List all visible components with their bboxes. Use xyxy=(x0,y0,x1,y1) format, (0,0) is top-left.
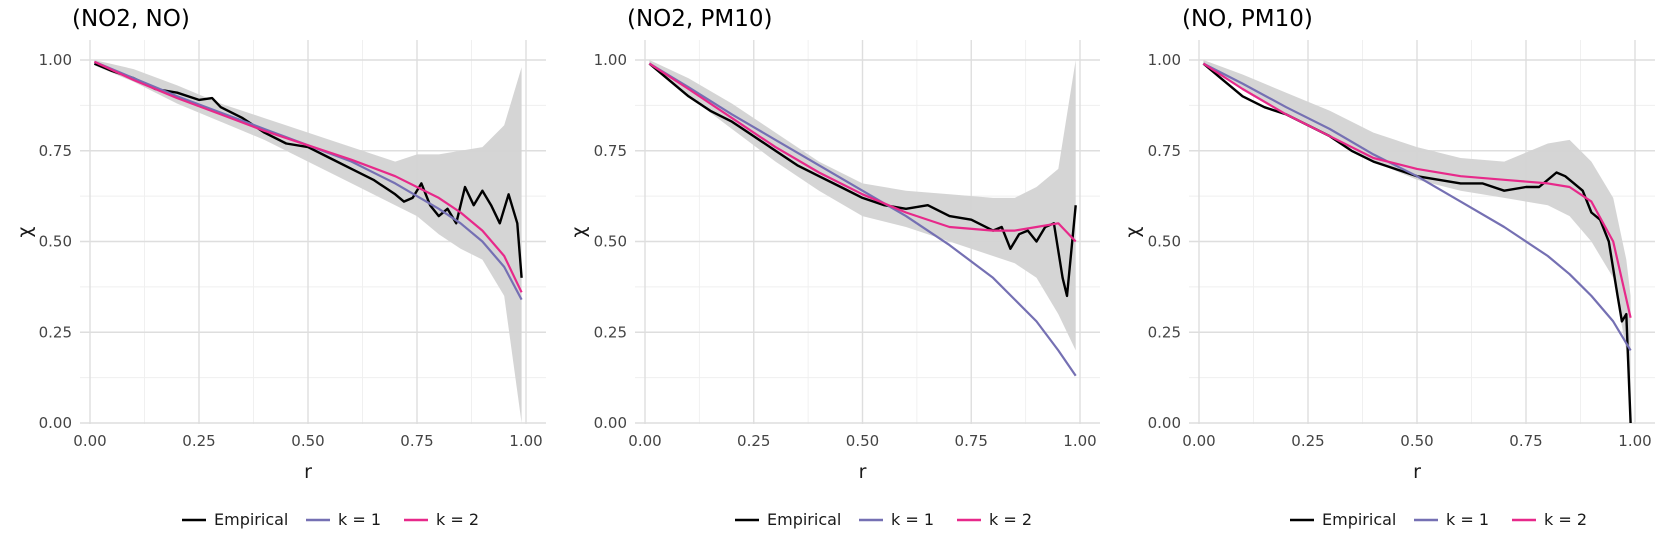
chart-panel-1: 0.00 0.25 0.50 0.75 1.00 0.00 0.25 0.50 0.75 1.00… xyxy=(14,6,546,529)
x-tick-label: 0.00 xyxy=(1182,432,1215,450)
y-axis-title: χ xyxy=(568,226,590,237)
y-tick-label: 0.75 xyxy=(594,142,627,160)
y-tick-label: 0.75 xyxy=(1148,142,1181,160)
y-tick-label: 0.50 xyxy=(594,233,627,251)
legend: Empirical k = 1 k = 2 xyxy=(182,510,479,529)
y-tick-label: 0.50 xyxy=(1148,233,1181,251)
x-tick-label: 0.25 xyxy=(182,432,215,450)
x-tick-label: 1.00 xyxy=(1063,432,1096,450)
x-tick-label: 0.75 xyxy=(955,432,988,450)
y-tick-label: 0.25 xyxy=(1148,323,1181,341)
confidence-band xyxy=(649,60,1076,351)
legend: Empirical k = 1 k = 2 xyxy=(1290,510,1587,529)
panel-title: (NO, PM10) xyxy=(1182,6,1313,32)
x-tick-label: 0.75 xyxy=(1509,432,1542,450)
panel-title: (NO2, NO) xyxy=(72,6,190,32)
y-tick-label: 0.00 xyxy=(1148,414,1181,432)
series-line-k-2 xyxy=(93,60,523,293)
x-tick-label: 0.75 xyxy=(400,432,433,450)
y-tick-label: 0.50 xyxy=(39,233,72,251)
legend-label: k = 2 xyxy=(436,510,479,529)
confidence-band xyxy=(94,60,522,423)
y-tick-label: 0.00 xyxy=(39,414,72,432)
x-tick-label: 0.50 xyxy=(846,432,879,450)
series-line-k-1 xyxy=(93,60,523,301)
y-tick-label: 0.25 xyxy=(594,323,627,341)
y-tick-label: 0.25 xyxy=(39,323,72,341)
chart-panel-2: 0.00 0.25 0.50 0.75 1.00 0.00 0.25 0.50 0.75 1.00… xyxy=(568,6,1100,529)
x-axis-title: r xyxy=(859,461,867,483)
y-axis-title: χ xyxy=(1122,226,1144,237)
series-line-k-2 xyxy=(648,62,1077,243)
series-line-k-2 xyxy=(1202,62,1632,318)
series-line-k-1 xyxy=(648,62,1077,377)
x-tick-label: 0.25 xyxy=(737,432,770,450)
chart-panel-3: 0.00 0.25 0.50 0.75 1.00 0.00 0.25 0.50 0.75 1.00… xyxy=(1122,6,1655,529)
x-tick-label: 0.25 xyxy=(1291,432,1324,450)
y-tick-label: 0.75 xyxy=(39,142,72,160)
legend-label: Empirical xyxy=(1322,510,1396,529)
x-axis-title: r xyxy=(1413,461,1421,483)
x-tick-label: 1.00 xyxy=(509,432,542,450)
y-tick-label: 1.00 xyxy=(39,51,72,69)
legend: Empirical k = 1 k = 2 xyxy=(735,510,1032,529)
legend-label: k = 2 xyxy=(989,510,1032,529)
legend-label: k = 1 xyxy=(338,510,381,529)
x-axis-title: r xyxy=(304,461,312,483)
y-tick-label: 0.00 xyxy=(594,414,627,432)
x-tick-label: 0.00 xyxy=(628,432,661,450)
x-tick-label: 0.50 xyxy=(291,432,324,450)
legend-label: k = 2 xyxy=(1544,510,1587,529)
legend-label: Empirical xyxy=(767,510,841,529)
series-line-k-1 xyxy=(1202,62,1632,351)
y-axis-title: χ xyxy=(14,226,36,237)
series-line-empirical xyxy=(93,62,523,278)
panel-title: (NO2, PM10) xyxy=(627,6,773,32)
legend-label: k = 1 xyxy=(1446,510,1489,529)
series-line-empirical xyxy=(648,62,1077,298)
legend-label: k = 1 xyxy=(891,510,934,529)
x-tick-label: 0.00 xyxy=(73,432,106,450)
y-tick-label: 1.00 xyxy=(594,51,627,69)
x-tick-label: 0.50 xyxy=(1400,432,1433,450)
x-tick-label: 1.00 xyxy=(1618,432,1651,450)
y-tick-label: 1.00 xyxy=(1148,51,1181,69)
legend-label: Empirical xyxy=(214,510,288,529)
